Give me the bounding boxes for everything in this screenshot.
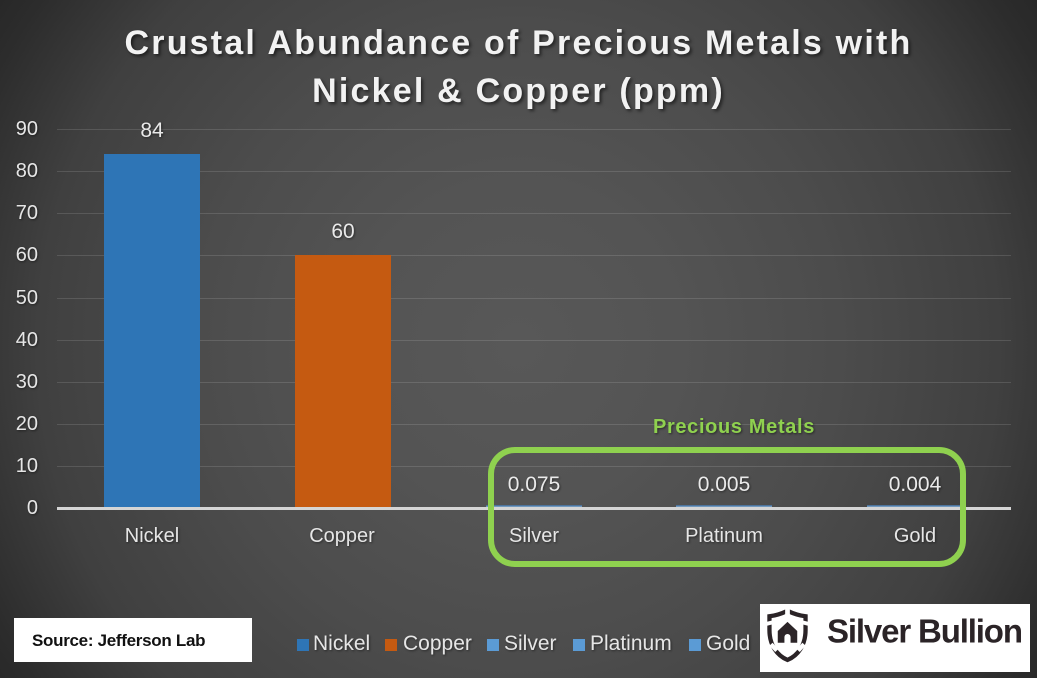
svg-text:Silver Bullion: Silver Bullion xyxy=(827,613,1023,650)
